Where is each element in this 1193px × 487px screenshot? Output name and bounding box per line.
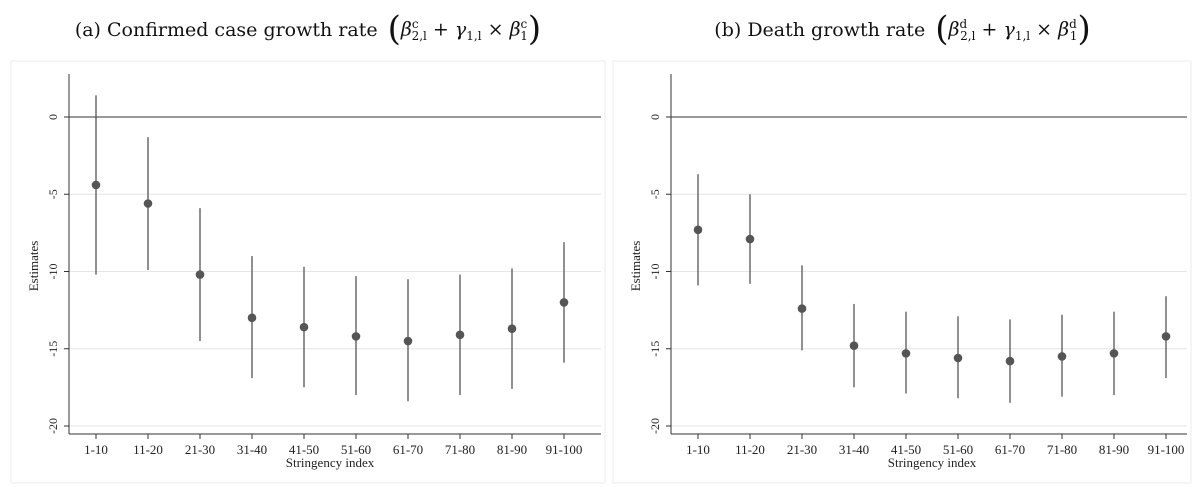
panel-a-title: (a) Confirmed case growth rate ( βc2,l +… [74,9,542,49]
x-tick-label-b: 41-50 [891,442,921,457]
x-tick-label-a: 1-10 [84,442,108,457]
point-estimate-b [901,349,911,358]
x-tick-label-a: 81-90 [497,442,527,457]
point-estimate-a [143,199,153,208]
y-axis-label-a: Estimates [26,241,41,292]
y-tick-label-b: -10 [648,264,662,280]
y-tick-label-a: -10 [46,264,60,280]
point-estimate-b [1161,332,1171,341]
point-estimate-a [299,322,309,332]
x-tick-label-a: 31-40 [237,442,267,457]
point-estimate-a [247,313,257,323]
x-tick-label-b: 81-90 [1099,442,1129,457]
y-tick-label-b: -15 [648,341,662,357]
panel-b-title-prefix: (b) Death growth rate [714,19,926,41]
point-estimate-b [797,304,807,313]
y-tick-label-b: 0 [648,114,662,120]
point-estimate-b [1109,349,1119,358]
y-tick-label-b: -5 [648,189,662,199]
x-tick-label-a: 91-100 [546,442,583,457]
point-estimate-b [1057,352,1067,361]
x-tick-label-b: 61-70 [995,442,1025,457]
x-tick-label-a: 21-30 [185,442,215,457]
y-tick-label-a: -20 [46,418,60,434]
point-estimate-a [91,180,101,190]
x-axis-label-b: Stringency index [888,455,977,470]
y-tick-label-b: -20 [648,418,662,434]
point-estimate-b [1005,356,1015,366]
panel-a-title-formula: βc2,l + γ1,l × βc1 [400,16,528,44]
x-tick-label-b: 51-60 [943,442,973,457]
x-tick-label-b: 71-80 [1047,442,1077,457]
point-estimate-a [455,330,465,340]
x-tick-label-b: 1-10 [686,442,710,457]
point-estimate-a [507,324,517,333]
x-axis-label-a: Stringency index [286,455,375,470]
point-estimate-a [195,270,205,279]
x-tick-label-a: 51-60 [341,442,371,457]
y-tick-label-a: -15 [46,341,60,357]
x-tick-label-a: 11-20 [133,442,163,457]
x-tick-label-a: 61-70 [393,442,423,457]
chart-panel-b: 0 -5 -10 -15 -20 Estimates 1-10 11-20 21-30 31-40… [612,60,1192,484]
point-estimate-a [403,336,413,346]
y-tick-label-a: 0 [46,114,60,120]
panel-b-title-formula: βd2,l + γ1,l × βd1 [948,16,1078,44]
panel-a-title-prefix: (a) Confirmed case growth rate [74,19,378,41]
point-estimate-a [351,332,361,341]
chart-panel-a: 0 -5 -10 -15 -20 Estimates 1-10 11-20 21-30 31-40… [10,60,606,484]
point-estimate-b [849,341,859,350]
point-estimate-b [693,225,703,235]
point-estimate-a [559,298,569,307]
y-tick-label-a: -5 [46,189,60,199]
x-tick-label-b: 11-20 [735,442,765,457]
x-tick-label-b: 91-100 [1148,442,1185,457]
panel-b-title: (b) Death growth rate ( βd2,l + γ1,l × β… [714,9,1091,49]
y-axis-label-b: Estimates [628,241,643,292]
x-tick-label-b: 31-40 [839,442,869,457]
point-estimate-b [745,234,755,244]
x-tick-label-b: 21-30 [787,442,817,457]
point-estimate-b [953,353,963,363]
x-tick-label-a: 71-80 [445,442,475,457]
x-tick-label-a: 41-50 [289,442,319,457]
